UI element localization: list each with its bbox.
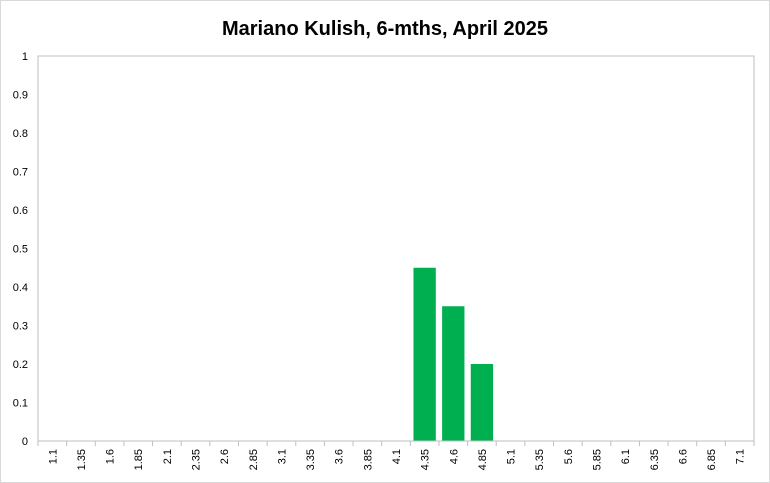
y-tick-label: 0.1 bbox=[13, 398, 28, 410]
x-tick-label: 1.1 bbox=[47, 449, 59, 464]
y-tick-label: 0.9 bbox=[13, 90, 28, 102]
x-tick-label: 3.85 bbox=[362, 449, 374, 470]
x-tick-label: 5.1 bbox=[506, 449, 518, 464]
x-tick-label: 1.85 bbox=[133, 449, 145, 470]
x-axis-ticks: 1.1 1.35 1.6 1.85 2.1 2.35 2.6 2.85 3.1 3.35 3.6 3.… bbox=[37, 441, 755, 470]
y-axis-ticks: 0 0.1 0.2 0.3 0.4 0.5 0.6 0.7 0.8 0.9 1 bbox=[13, 51, 28, 448]
bars bbox=[413, 267, 494, 441]
y-tick-label: 0.5 bbox=[13, 244, 28, 256]
y-tick-label: 0.7 bbox=[13, 167, 28, 179]
x-tick-label: 3.6 bbox=[334, 449, 346, 464]
x-tick-label: 2.6 bbox=[219, 449, 231, 464]
y-tick-label: 1 bbox=[22, 51, 28, 63]
x-tick-label: 1.6 bbox=[105, 449, 117, 464]
bar-4.85 bbox=[470, 364, 494, 441]
y-tick-label: 0 bbox=[22, 436, 28, 448]
x-tick-label: 2.85 bbox=[248, 449, 260, 470]
y-tick-label: 0.4 bbox=[13, 282, 28, 294]
x-tick-label: 5.6 bbox=[563, 449, 575, 464]
y-tick-label: 0.6 bbox=[13, 205, 28, 217]
x-tick-label: 2.1 bbox=[162, 449, 174, 464]
x-tick-label: 3.1 bbox=[276, 449, 288, 464]
x-tick-label: 4.6 bbox=[448, 449, 460, 464]
x-tick-label: 5.85 bbox=[591, 449, 603, 470]
x-tick-label: 6.1 bbox=[620, 449, 632, 464]
x-tick-label: 2.35 bbox=[191, 449, 203, 470]
x-tick-label: 7.1 bbox=[735, 449, 747, 464]
x-tick-label: 6.6 bbox=[677, 449, 689, 464]
x-tick-label: 3.35 bbox=[305, 449, 317, 470]
x-tick-label: 6.85 bbox=[706, 449, 718, 470]
x-tick-label: 4.85 bbox=[477, 449, 489, 470]
x-tick-label: 4.1 bbox=[391, 449, 403, 464]
y-tick-label: 0.3 bbox=[13, 321, 28, 333]
bar-4.6 bbox=[442, 306, 465, 441]
y-tick-label: 0.2 bbox=[13, 359, 28, 371]
x-tick-label: 5.35 bbox=[534, 449, 546, 470]
bar-4.35 bbox=[413, 267, 436, 441]
x-tick-label: 6.35 bbox=[649, 449, 661, 470]
y-tick-label: 0.8 bbox=[13, 128, 28, 140]
x-tick-label: 1.35 bbox=[76, 449, 88, 470]
x-tick-label: 4.35 bbox=[420, 449, 432, 470]
plot-area bbox=[37, 55, 755, 442]
chart-title: Mariano Kulish, 6-mths, April 2025 bbox=[221, 18, 548, 40]
